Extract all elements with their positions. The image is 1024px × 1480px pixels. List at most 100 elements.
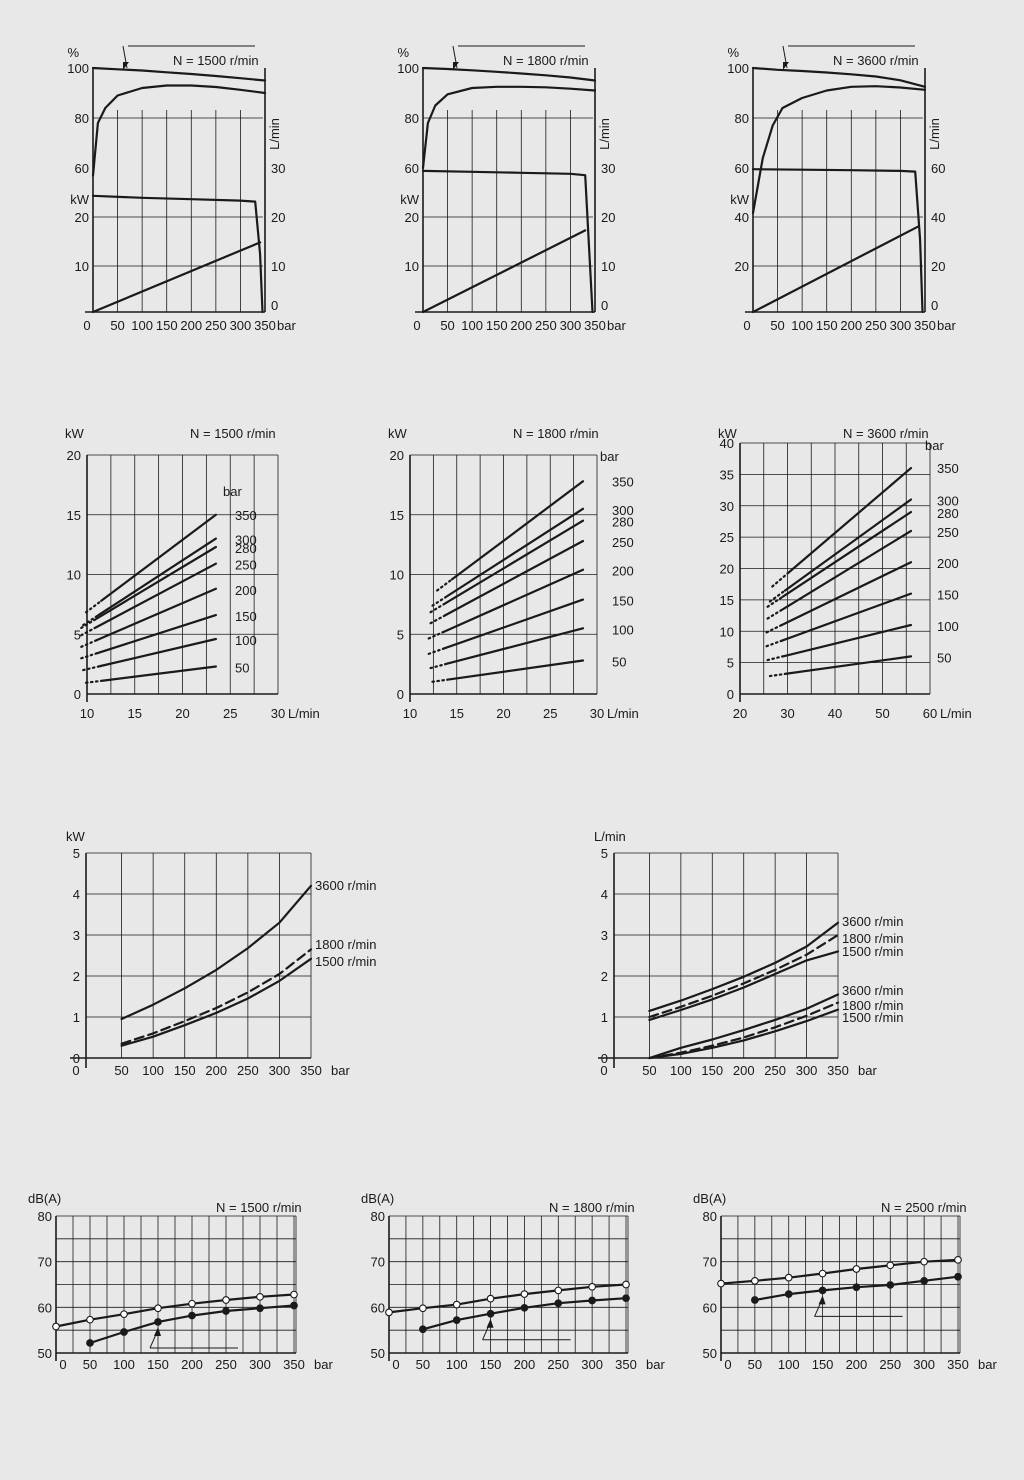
series-label: 350 [235, 508, 257, 523]
x-axis-label: bar [978, 1357, 997, 1372]
tick-label: 100 [131, 318, 153, 333]
series-label: 3600 r/min [315, 878, 376, 893]
tick-label: 350 [254, 318, 276, 333]
series-line-2 [751, 168, 924, 314]
tick-label: 200 [733, 1063, 755, 1078]
tick-label: 250 [237, 1063, 259, 1078]
tick-label: 100 [67, 61, 89, 76]
data-point-open [486, 1294, 495, 1303]
tick-label: 4 [73, 887, 80, 902]
data-point-filled [290, 1301, 298, 1310]
series-label: 50 [937, 650, 951, 665]
series-line-50 [446, 659, 585, 681]
series-line-open [719, 1258, 960, 1285]
series-extrapolation [766, 655, 784, 662]
series-extrapolation [768, 589, 787, 603]
series-line-150 [780, 592, 913, 642]
series-line-1 [648, 933, 840, 1019]
tick-label: 80 [75, 111, 89, 126]
tick-label: 30 [780, 706, 794, 721]
tick-label: 60 [75, 161, 89, 176]
tick-label: 50 [110, 318, 124, 333]
series-line-0 [91, 66, 267, 82]
data-point-open [419, 1304, 427, 1313]
tick-label: 10 [720, 624, 734, 639]
tick-label: 60 [371, 1300, 385, 1315]
tick-label: 100 [727, 61, 749, 76]
series-label: 1800 r/min [842, 998, 903, 1013]
data-point-filled [120, 1328, 128, 1336]
tick-label: 20 [175, 706, 189, 721]
tick-label: 250 [215, 1357, 237, 1372]
series-label: 280 [235, 541, 257, 556]
tick-label: 40 [931, 210, 945, 225]
tick-label: 20 [601, 210, 615, 225]
left-unit: % [67, 45, 79, 60]
arrow-head [123, 62, 129, 70]
tick-label: 250 [547, 1357, 569, 1372]
left-unit: kW [730, 192, 750, 207]
tick-label: 1 [73, 1010, 80, 1025]
x-axis-label: L/min [607, 706, 639, 721]
tick-label: 100 [461, 318, 483, 333]
tick-label: 25 [223, 706, 237, 721]
y-axis-label: dB(A) [693, 1191, 726, 1206]
arrow-head [453, 62, 459, 70]
tick-label: 100 [113, 1357, 135, 1372]
data-point-open [188, 1299, 196, 1308]
tick-label: 50 [38, 1346, 52, 1361]
tick-label: 0 [392, 1357, 399, 1372]
chart-power-vs-flow-1800: kW N = 1800 r/min 0 5 10 15 20 10 15 20 25 30 L/min b… [388, 426, 639, 721]
series-label: 1800 r/min [315, 937, 376, 952]
tick-label: 40 [828, 706, 842, 721]
series-line-50 [784, 655, 913, 675]
data-point-open [920, 1257, 928, 1266]
tick-label: 0 [271, 298, 278, 313]
x-axis-label: bar [858, 1063, 877, 1078]
tick-label: 60 [703, 1300, 717, 1315]
y-axis-label: kW [388, 426, 408, 441]
tick-label: 50 [416, 1357, 430, 1372]
data-point-filled [520, 1303, 529, 1312]
series-line-100 [444, 627, 585, 666]
tick-label: 20 [67, 448, 81, 463]
chart-power-vs-flow-1500: kW N = 1500 r/min 0 5 10 15 20 10 15 20 25 30 L/min b… [65, 426, 320, 721]
x-axis-label: bar [646, 1357, 665, 1372]
series-line-1 [91, 84, 267, 177]
tick-label: 0 [600, 1063, 607, 1078]
data-point-open [86, 1315, 94, 1324]
series-extrapolation [84, 679, 103, 684]
data-point-open [818, 1269, 827, 1278]
tick-label: 10 [601, 259, 615, 274]
tick-label: 20 [405, 210, 419, 225]
series-line-4 [648, 1001, 840, 1060]
series-label: 350 [612, 474, 634, 489]
chart-noise-2500: dB(A) N = 2500 r/min 50 60 70 80 0 50 100 150 200 2… [693, 1191, 997, 1372]
series-unit: bar [223, 484, 242, 499]
series-label: 280 [937, 506, 959, 521]
data-point-open [52, 1322, 60, 1331]
series-line-3 [421, 229, 587, 314]
series-extrapolation [427, 647, 445, 655]
tick-label: 60 [405, 161, 419, 176]
tick-label: 200 [840, 318, 862, 333]
series-line-3 [91, 241, 262, 314]
tick-label: 25 [720, 530, 734, 545]
tick-label: 80 [38, 1209, 52, 1224]
series-line-0 [120, 884, 313, 1021]
series-label: 250 [612, 535, 634, 550]
series-label: 150 [612, 594, 634, 609]
series-line-0 [421, 66, 597, 82]
series-line-250 [444, 539, 585, 617]
series-label: 3600 r/min [842, 983, 903, 998]
right-unit: L/min [597, 118, 612, 150]
right-unit: L/min [267, 118, 282, 150]
tick-label: 3 [601, 928, 608, 943]
tick-label: 10 [390, 568, 404, 583]
tick-label: 50 [748, 1357, 762, 1372]
series-line-200 [95, 587, 217, 642]
series-extrapolation [429, 614, 447, 625]
series-line-300 [97, 537, 217, 617]
